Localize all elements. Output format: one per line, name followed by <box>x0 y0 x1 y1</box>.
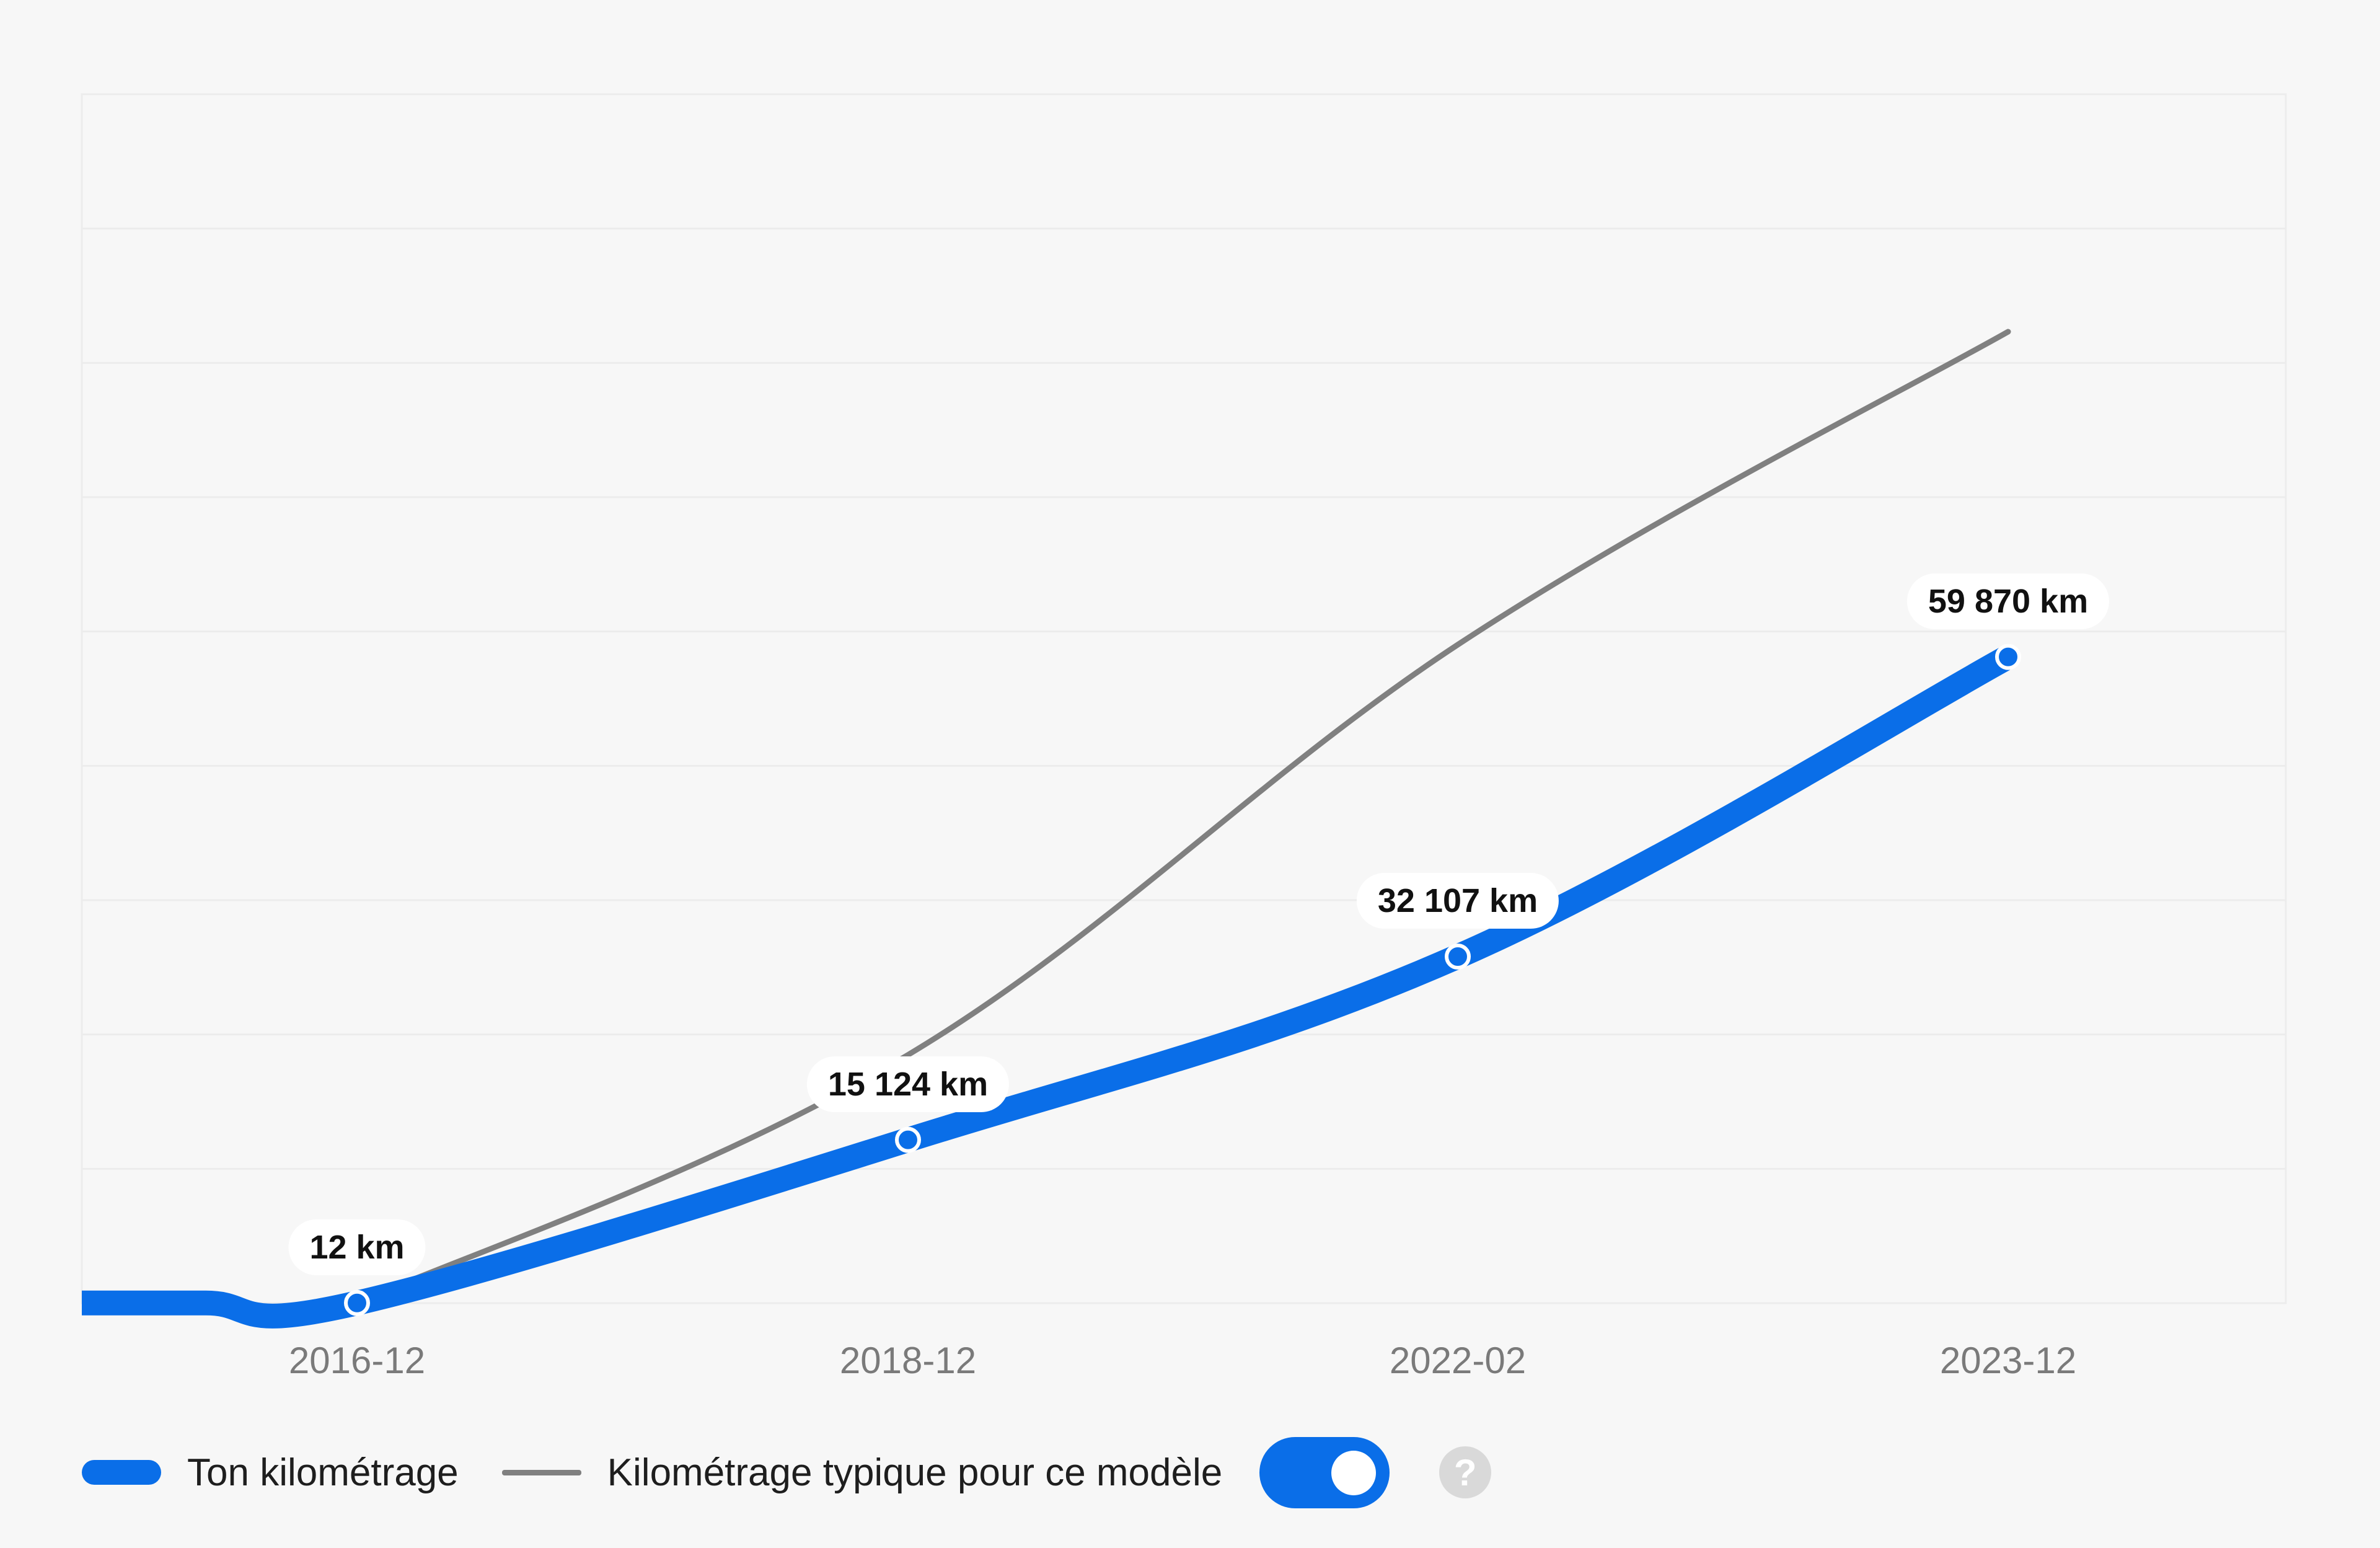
series-lines <box>82 329 2014 1329</box>
data-point-marker <box>344 1289 370 1316</box>
legend-swatch-mine <box>82 1460 161 1485</box>
legend-label-mine: Ton kilométrage <box>187 1451 459 1494</box>
typical-mileage-toggle[interactable] <box>1259 1436 1390 1508</box>
plot-frame <box>81 93 2287 1304</box>
data-point-marker <box>895 1126 921 1153</box>
x-tick-label: 2022-02 <box>1390 1340 1526 1381</box>
x-axis-ticks: 2016-12 2018-12 2022-02 2023-12 <box>289 1340 2076 1381</box>
data-point-marker <box>1445 943 1471 970</box>
x-tick-label: 2016-12 <box>289 1340 425 1381</box>
grid <box>81 93 2287 1304</box>
data-label: 12 km <box>288 1219 426 1275</box>
x-tick-label: 2018-12 <box>840 1340 976 1381</box>
data-label: 15 124 km <box>806 1056 1010 1112</box>
legend: Ton kilométrage Kilométrage typique pour… <box>82 1436 1492 1508</box>
data-label: 59 870 km <box>1906 573 2110 629</box>
data-point-marker <box>1995 644 2021 670</box>
legend-label-typical: Kilométrage typique pour ce modèle <box>607 1451 1223 1494</box>
series-markers <box>344 644 2021 1316</box>
legend-item-typical: Kilométrage typique pour ce modèle <box>501 1451 1223 1495</box>
series-line-mine <box>82 646 2014 1329</box>
legend-swatch-typical <box>501 1469 581 1475</box>
toggle-knob <box>1331 1450 1377 1495</box>
data-label: 32 107 km <box>1356 872 1559 929</box>
x-tick-label: 2023-12 <box>1940 1340 2076 1381</box>
help-icon[interactable]: ? <box>1439 1446 1492 1498</box>
legend-item-mine: Ton kilométrage <box>82 1451 459 1495</box>
series-line-typical <box>354 329 2011 1306</box>
